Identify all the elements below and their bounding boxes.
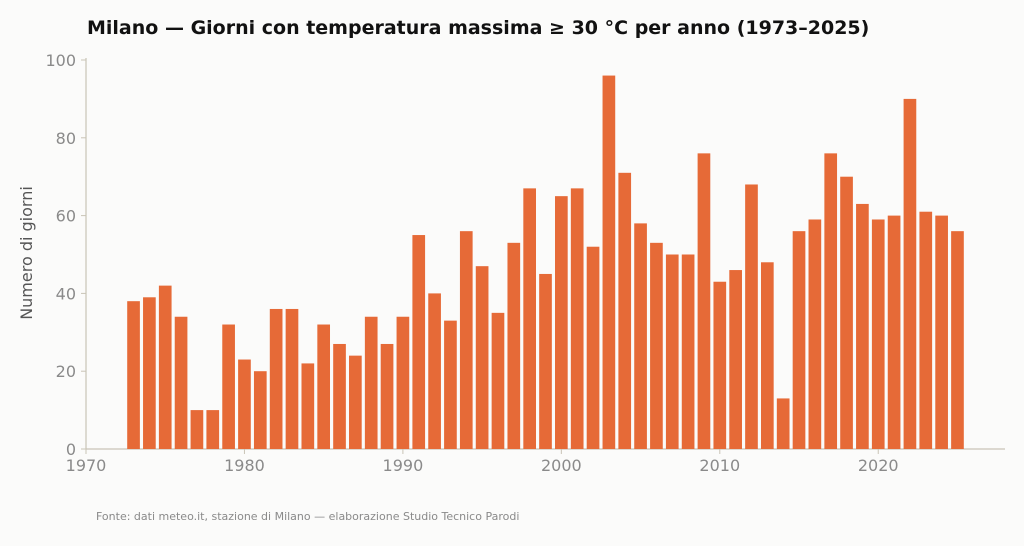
bar-2002 [586,246,600,449]
bar-2012 [745,184,758,450]
bar-2015 [792,231,806,449]
bar-1999 [539,273,552,449]
bar-2013 [760,262,774,449]
bar-2011 [729,270,742,449]
bar-2004 [618,172,632,449]
bar-1976 [174,316,188,449]
x-tick-label: 2020 [858,456,899,475]
bar-1991 [412,235,426,449]
bar-2008 [681,254,695,449]
y-tick-label: 40 [56,284,76,303]
x-tick-label: 1990 [383,456,424,475]
bar-2016 [808,219,822,449]
bar-2025 [951,231,964,449]
bar-2024 [935,215,948,449]
y-tick-label: 60 [56,207,76,226]
bar-2017 [824,153,838,450]
bar-1975 [158,285,172,449]
bar-1984 [301,363,315,449]
bar-1993 [444,320,457,449]
y-tick-label: 20 [56,362,76,381]
bar-1988 [364,316,378,449]
bar-1998 [523,188,536,449]
bar-1980 [238,359,251,449]
bar-2023 [919,211,933,449]
x-tick-label: 1980 [224,456,265,475]
bar-1996 [491,312,505,449]
bar-1973 [127,301,140,449]
bar-1974 [143,297,156,449]
bar-2018 [840,176,853,449]
bar-2019 [856,203,869,449]
bar-1981 [253,371,267,449]
bar-1997 [507,242,521,449]
bar-1985 [317,324,331,449]
source-note: Fonte: dati meteo.it, stazione di Milano… [96,510,519,523]
bar-1986 [333,343,346,449]
bar-1977 [190,410,204,449]
y-axis-label: Numero di giorni [17,186,36,320]
bar-2001 [570,188,584,449]
y-tick-label: 0 [66,440,76,459]
bar-2007 [665,254,679,449]
bar-1982 [269,308,283,449]
bar-1983 [285,308,299,449]
bar-2022 [903,98,917,450]
bar-1994 [459,231,473,449]
bar-1989 [380,343,394,449]
bar-1979 [222,324,235,449]
x-tick-label: 1970 [66,456,107,475]
x-tick-label: 2000 [541,456,582,475]
y-axis: 0 20 40 60 80 100 [45,51,87,459]
bar-2021 [887,215,901,449]
bar-2005 [634,223,647,449]
bar-1987 [349,355,362,449]
bar-2009 [697,153,711,450]
bar-2014 [776,398,790,449]
y-tick-label: 80 [56,129,76,148]
bar-2003 [602,75,616,449]
bar-2010 [713,281,727,449]
bar-2006 [650,242,663,449]
x-tick-label: 2010 [699,456,740,475]
y-tick-label: 100 [45,51,76,70]
bar-1995 [475,266,489,449]
bar-1990 [396,316,410,449]
bar-2000 [555,196,568,449]
bar-2020 [871,219,885,449]
bar-1978 [206,410,220,449]
bars-group [127,75,964,450]
x-axis: 1970 1980 1990 2000 2010 2020 [66,448,1005,475]
chart-title: Milano — Giorni con temperatura massima … [87,17,869,39]
bar-1992 [428,293,441,449]
